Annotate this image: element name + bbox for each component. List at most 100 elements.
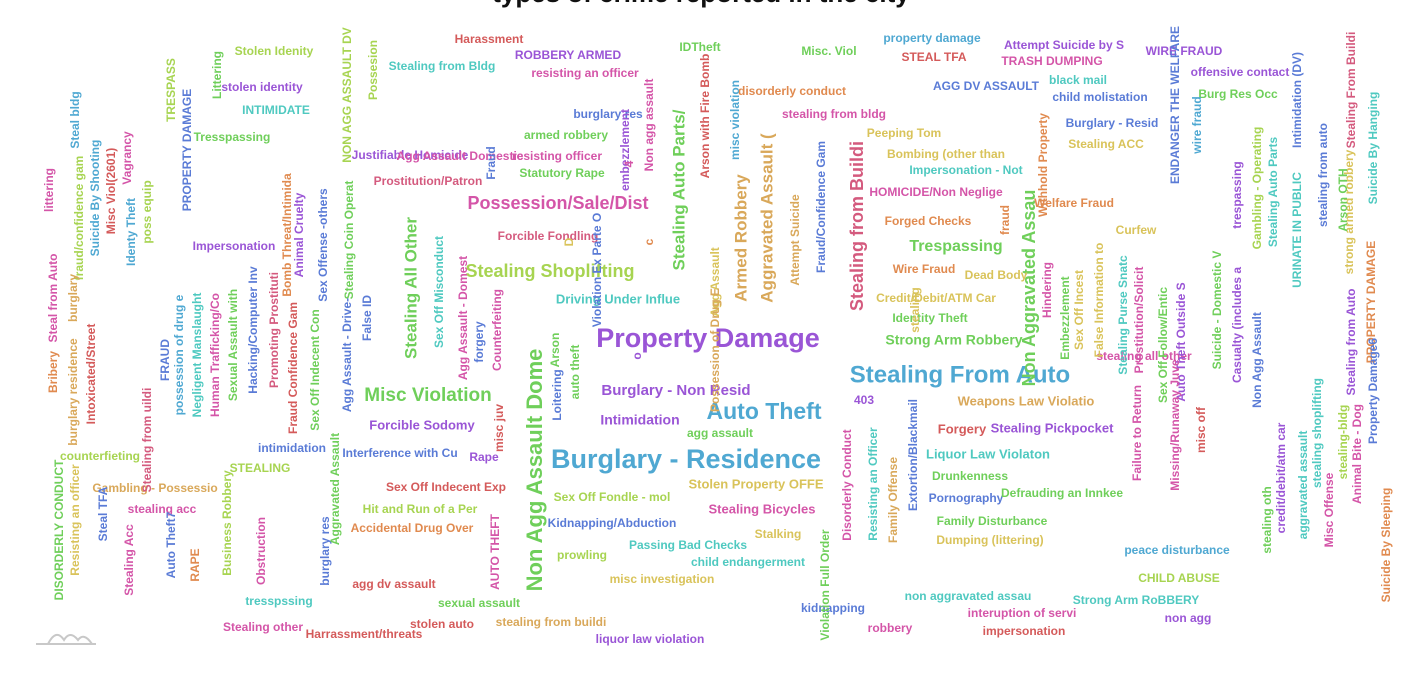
chart-title-fragment: types of crime reported in the city <box>0 0 1402 8</box>
word-34: Stalking <box>755 527 802 541</box>
word-189: Intimidation (DV) <box>1290 52 1304 148</box>
word-127: Bribery <box>46 351 60 393</box>
word-194: Arson OTH <box>1336 168 1350 231</box>
word-21: Forcible Sodomy <box>369 417 475 432</box>
word-119: Suicide By Shooting <box>88 140 102 257</box>
word-75: Stolen Idenity <box>235 44 314 58</box>
word-66: WIRE FRAUD <box>1146 44 1223 58</box>
word-52: Peeping Tom <box>867 126 941 140</box>
word-4: Non Agg Assault Dome <box>522 349 547 592</box>
word-147: Agg Assault - Domest <box>456 256 470 380</box>
word-170: Hindering <box>1040 262 1054 318</box>
word-150: misc juv <box>492 404 506 452</box>
word-129: Intoxicated/Street <box>84 324 98 425</box>
word-180: misc off <box>1194 406 1208 453</box>
word-207: DISORDERLY CONDUCT <box>52 459 66 600</box>
word-69: Misc. Viol <box>801 44 856 58</box>
word-80: armed robbery <box>524 128 608 142</box>
word-126: burglary <box>66 274 80 322</box>
word-71: ROBBERY ARMED <box>515 48 622 62</box>
word-20: Driving Under Influe <box>556 291 680 306</box>
word-176: Failure to Return <box>1130 385 1144 481</box>
word-141: Sex Off Indecent Con <box>308 309 322 430</box>
word-112: Littering <box>210 51 224 99</box>
word-162: Attempt Suicide <box>788 194 802 286</box>
word-111: stealing all other <box>1096 349 1192 363</box>
word-16: Intimidation <box>600 412 679 428</box>
word-50: Impersonation - Not <box>909 163 1022 177</box>
word-168: Violation Full Order <box>818 529 832 640</box>
word-160: Agg Assault <box>708 247 722 317</box>
word-7: Stealing Shoplifting <box>466 261 635 281</box>
word-191: stealing from auto <box>1316 123 1330 227</box>
word-5: Misc Violation <box>364 385 491 406</box>
word-121: Vagrancy <box>120 131 134 185</box>
word-198: Property Damage6 <box>1366 338 1380 444</box>
word-116: littering <box>42 168 56 212</box>
word-105: impersonation <box>983 624 1066 638</box>
word-61: Curfew <box>1116 223 1157 237</box>
word-68: Burg Res Occ <box>1198 87 1278 101</box>
word-217: AUTO THEFT <box>488 513 502 589</box>
word-55: AGG DV ASSAULT <box>933 79 1040 93</box>
word-56: child molistation <box>1052 90 1147 104</box>
word-95: Stealing other <box>223 620 303 634</box>
word-140: Fraud Confidence Gam <box>286 302 300 434</box>
word-98: sexual assault <box>438 596 520 610</box>
word-123: poss equip <box>140 180 154 243</box>
word-139: Animal Cruelty <box>292 192 306 277</box>
word-15: Burglary - Non Resid <box>601 382 750 399</box>
word-113: TRESPASS <box>164 58 178 122</box>
word-70: IDTheft <box>679 40 720 54</box>
word-161: Possession of Drug E <box>708 288 722 412</box>
word-14: Trespassing <box>909 238 1002 255</box>
word-44: Credit/Debit/ATM Car <box>876 291 996 305</box>
word-74: Stealing from Bldg <box>389 59 496 73</box>
word-137: Promoting Prostituti <box>267 272 281 388</box>
word-179: Missing/Runaway Juve <box>1168 359 1182 491</box>
word-48: Forged Checks <box>885 214 972 228</box>
word-133: Negligent Manslaught <box>190 293 204 418</box>
word-156: embezzlement <box>618 109 632 191</box>
word-108: CHILD ABUSE <box>1138 571 1220 585</box>
word-146: Sex Off Misconduct <box>432 236 446 348</box>
word-192: Stealing From Buildi <box>1344 32 1358 149</box>
word-18: Stealing Pickpocket <box>991 420 1114 435</box>
word-107: non agg <box>1165 611 1212 625</box>
word-157: Non agg assault <box>642 79 656 172</box>
word-29: Drunkenness <box>932 469 1008 483</box>
word-41: Rape <box>469 450 499 464</box>
word-135: Sexual Assault with <box>226 289 240 401</box>
word-85: Prostitution/Patron <box>374 174 483 188</box>
word-54: disorderly conduct <box>738 84 846 98</box>
word-204: stealing-bldg <box>1336 405 1350 480</box>
word-202: stealing shoplifting <box>1310 378 1324 488</box>
word-118: Steal bldg <box>68 91 82 148</box>
word-214: Obstruction <box>254 517 268 585</box>
word-208: Resisting an officer <box>68 464 82 576</box>
word-81: Justifiable Homicide <box>352 148 469 162</box>
word-209: Steal TFA <box>96 486 110 541</box>
word-145: Agg Assault - Drive- <box>340 298 354 412</box>
word-19: Weapons Law Violatio <box>958 393 1095 408</box>
word-78: Tresspassing <box>194 130 271 144</box>
word-185: wire fraud <box>1190 96 1204 154</box>
word-1: Burglary - Residence <box>551 444 821 474</box>
word-183: Non Agg Assault <box>1250 312 1264 408</box>
word-220: c <box>642 238 656 245</box>
word-17: Strong Arm Robbery <box>885 332 1022 348</box>
word-23: Stolen Property OFFE <box>688 476 823 491</box>
word-94: tresspssing <box>245 594 312 608</box>
word-222: o <box>630 352 644 359</box>
word-11: Armed Robbery <box>731 174 750 302</box>
word-205: Animal Bite - Dog <box>1350 404 1364 504</box>
word-138: Bomb Threat/Intimida <box>280 173 294 297</box>
word-117: fraud/confidence gam <box>72 156 86 281</box>
word-3: Auto Theft <box>707 398 822 424</box>
word-206: Suicide By Sleeping <box>1379 488 1393 603</box>
word-128: burglary residence <box>66 338 80 446</box>
word-174: Stealing Purse Snatc <box>1116 255 1130 375</box>
word-73: Harassment <box>455 32 524 46</box>
word-211: Auto Theft7 <box>164 511 178 578</box>
word-110: Defrauding an Innkee <box>1001 486 1123 500</box>
